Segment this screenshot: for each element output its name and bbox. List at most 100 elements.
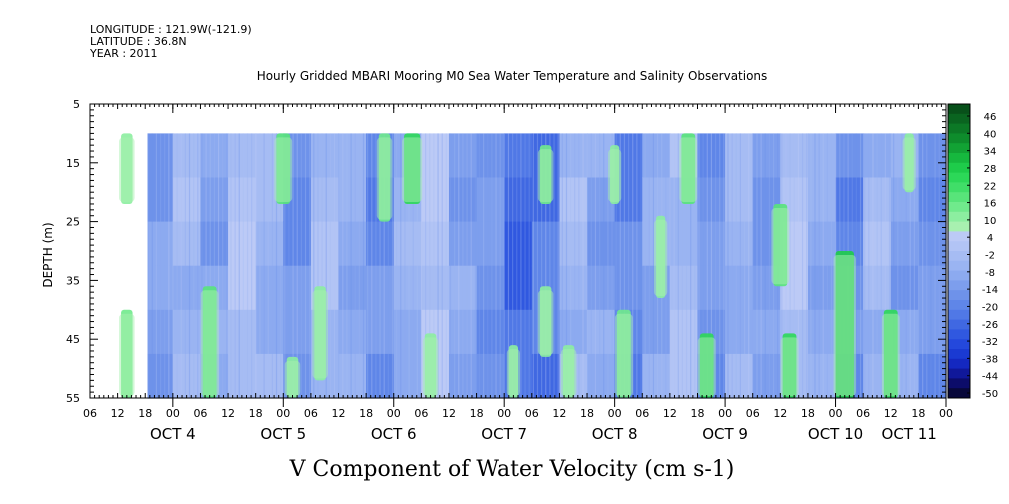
heatmap-cell xyxy=(725,133,754,179)
heatmap-streak xyxy=(876,133,878,398)
heatmap-positive-halo xyxy=(780,337,799,396)
colorbar-swatch xyxy=(948,349,970,360)
heatmap-streak xyxy=(425,133,427,398)
heatmap-cell xyxy=(807,353,837,399)
heatmap-cell xyxy=(228,177,257,223)
heatmap-cell xyxy=(147,309,174,355)
heatmap-streak xyxy=(350,133,352,398)
colorbar-swatch xyxy=(948,133,970,144)
heatmap-streak xyxy=(570,133,572,398)
heatmap-cell xyxy=(366,309,395,355)
heatmap-streak xyxy=(826,133,829,398)
x-day-label: OCT 11 xyxy=(882,425,937,443)
heatmap-cell xyxy=(559,133,588,179)
x-day-label: OCT 7 xyxy=(481,425,527,443)
heatmap-streak xyxy=(806,133,808,398)
heatmap-positive-halo xyxy=(422,337,439,396)
colorbar-label: -2 xyxy=(985,251,995,262)
colorbar-swatch xyxy=(948,241,970,252)
heatmap-streak xyxy=(176,133,178,398)
heatmap-streak xyxy=(702,133,704,398)
heatmap-streak xyxy=(673,133,675,398)
heatmap-cell xyxy=(807,309,837,355)
x-tick-label: 18 xyxy=(911,407,925,420)
heatmap-cell xyxy=(863,221,892,267)
heatmap-cell xyxy=(752,133,781,179)
heatmap-streak xyxy=(338,133,340,398)
heatmap-streak xyxy=(706,133,708,398)
heatmap-cell xyxy=(614,265,643,311)
heatmap-cell xyxy=(504,309,533,355)
heatmap-streak xyxy=(590,133,592,398)
x-tick-label: 00 xyxy=(497,407,511,420)
heatmap-streak xyxy=(454,133,456,398)
colorbar-frame xyxy=(947,103,971,399)
heatmap-cell xyxy=(835,177,864,223)
heatmap-cell xyxy=(147,265,174,311)
heatmap-cell xyxy=(448,177,478,223)
heatmap-streak xyxy=(868,133,870,398)
heatmap-positive-halo xyxy=(608,149,622,202)
heatmap-streak xyxy=(321,133,323,398)
x-tick-label: 06 xyxy=(304,407,318,420)
heatmap-streak xyxy=(507,133,510,398)
heatmap-streak xyxy=(271,133,273,398)
heatmap-streak xyxy=(184,133,187,398)
heatmap-streak xyxy=(201,133,203,398)
heatmap-streak xyxy=(155,133,158,398)
heatmap-cell xyxy=(338,265,367,311)
heatmap-cell xyxy=(366,221,395,267)
heatmap-cell xyxy=(697,177,726,223)
heatmap-streak xyxy=(797,133,800,398)
heatmap-streak xyxy=(371,133,373,398)
heatmap-positive-halo xyxy=(697,337,716,396)
heatmap-cell xyxy=(669,353,699,399)
heatmap-cell xyxy=(310,177,340,223)
colorbar-label: 46 xyxy=(984,112,997,123)
heatmap-streak xyxy=(930,133,932,398)
heatmap-streak xyxy=(926,133,928,398)
colorbar-label: -32 xyxy=(982,337,998,348)
heatmap-streak xyxy=(623,133,626,398)
heatmap-cell xyxy=(614,221,643,267)
heatmap-streak xyxy=(541,133,543,398)
heatmap-cell xyxy=(752,353,781,399)
heatmap-cell xyxy=(780,133,809,179)
heatmap-streak xyxy=(193,133,195,398)
heatmap-cell xyxy=(642,309,671,355)
heatmap-streak xyxy=(756,133,758,398)
colorbar-swatch xyxy=(948,368,970,379)
heatmap-positive-halo xyxy=(274,137,293,202)
heatmap-cell xyxy=(725,265,754,311)
heatmap-positive-halo xyxy=(312,290,328,379)
x-tick-label: 06 xyxy=(635,407,649,420)
heatmap-positive-halo xyxy=(614,313,633,396)
y-tick-label: 45 xyxy=(66,333,80,346)
heatmap-streak xyxy=(574,133,576,398)
heatmap-cell xyxy=(642,353,671,399)
heatmap-cell xyxy=(338,221,367,267)
heatmap-cell xyxy=(725,221,754,267)
heatmap-streak xyxy=(760,133,762,398)
heatmap-streak xyxy=(205,133,207,398)
colorbar-label: 28 xyxy=(984,164,997,175)
heatmap-cell xyxy=(918,353,947,399)
chart-title: Hourly Gridded MBARI Mooring M0 Sea Wate… xyxy=(257,69,768,83)
heatmap-streak xyxy=(379,133,381,398)
heatmap-cell xyxy=(172,221,202,267)
heatmap-streak xyxy=(487,133,489,398)
heatmap-cell xyxy=(476,177,505,223)
heatmap-cell xyxy=(669,309,699,355)
heatmap-cell xyxy=(338,309,367,355)
colorbar-swatch xyxy=(948,231,970,242)
heatmap-cell xyxy=(863,265,892,311)
heatmap-cell xyxy=(918,177,947,223)
heatmap-cell xyxy=(559,265,588,311)
heatmap-cell xyxy=(807,177,837,223)
heatmap-streak xyxy=(897,133,899,398)
heatmap-cell xyxy=(393,353,422,399)
heatmap-streak xyxy=(209,133,211,398)
heatmap-positive-halo xyxy=(119,313,135,396)
heatmap-streak xyxy=(375,133,377,398)
x-tick-label: 00 xyxy=(166,407,180,420)
